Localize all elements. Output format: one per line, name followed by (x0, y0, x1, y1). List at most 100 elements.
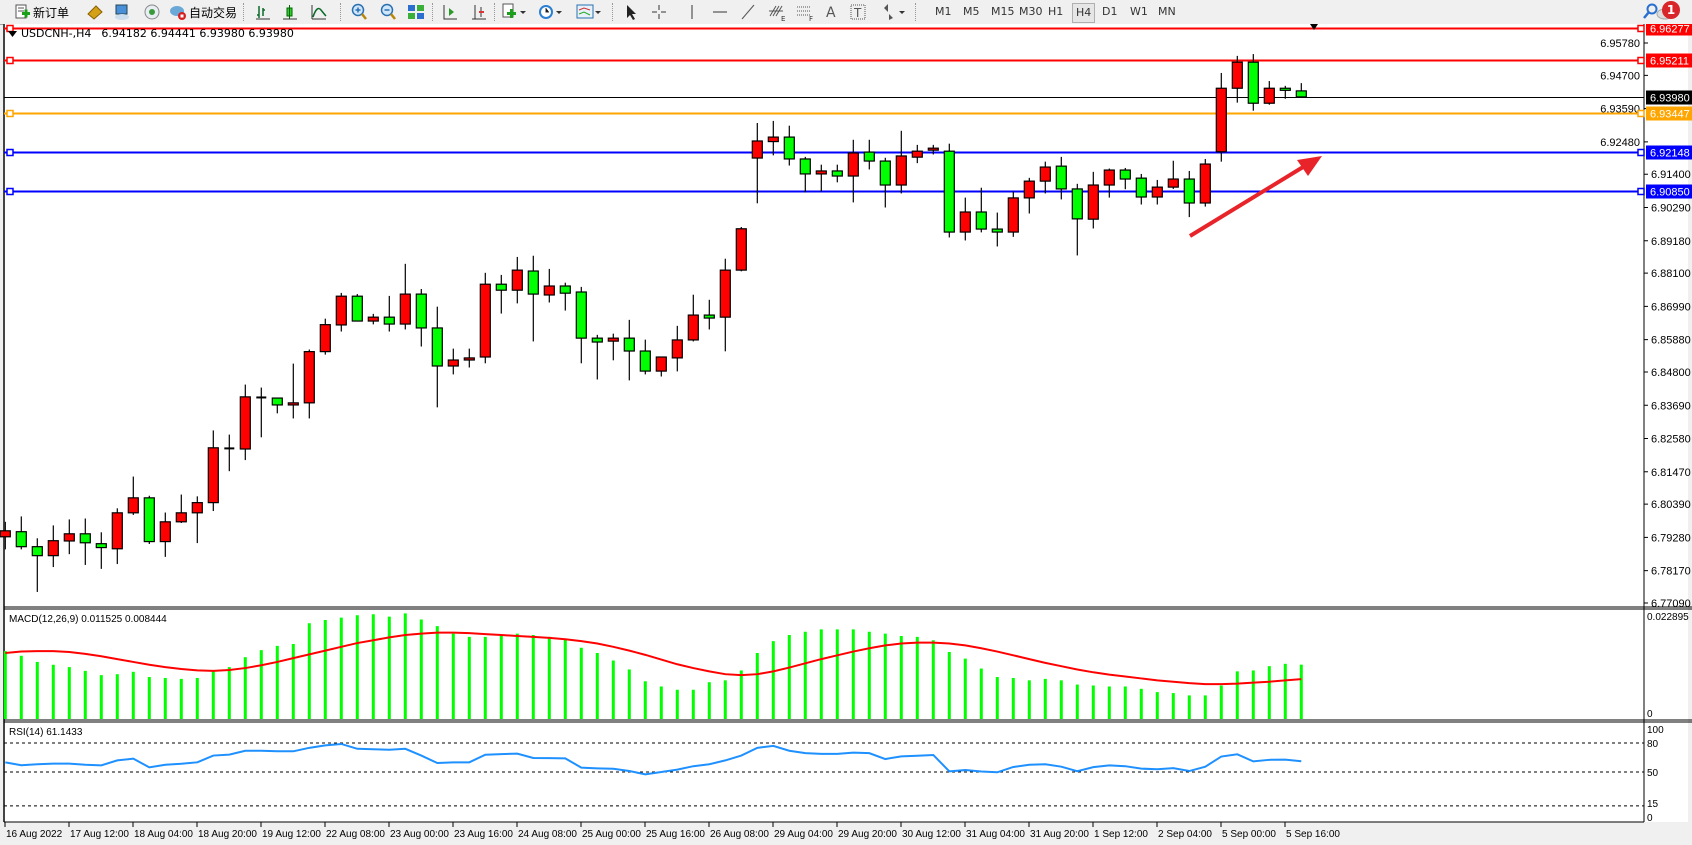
auto-trading-button[interactable]: 自动交易 (170, 2, 237, 22)
candle (543, 268, 555, 303)
collapse-triangle-icon[interactable] (8, 30, 17, 37)
chart-shift-marker[interactable] (1310, 24, 1318, 30)
candle-body-bear (943, 150, 955, 233)
toolbar-separator (432, 3, 434, 21)
price-tick-label: 6.91400 (1651, 169, 1691, 181)
candle (1119, 167, 1131, 190)
cursor-icon[interactable] (622, 2, 640, 22)
candle-body-bear (975, 211, 987, 230)
candle-body-bear (1071, 188, 1083, 220)
bar-chart-icon[interactable] (254, 2, 272, 22)
horizontal-line-icon[interactable] (711, 2, 729, 22)
text-icon[interactable]: A (822, 2, 840, 22)
time-tick-label: 18 Aug 04:00 (134, 829, 193, 840)
profiles-icon[interactable] (113, 2, 131, 22)
timeframe-d1[interactable]: D1 (1102, 5, 1118, 18)
candlestick-icon[interactable] (281, 2, 299, 22)
candle (1023, 177, 1035, 214)
candle (287, 363, 299, 419)
line-handle[interactable] (1637, 109, 1645, 118)
candle-body-bull (655, 356, 667, 372)
zoom-in-icon[interactable] (350, 2, 368, 22)
trendline-icon[interactable] (739, 2, 757, 22)
templates-icon[interactable] (576, 2, 602, 22)
candle-body-bull (1263, 87, 1275, 104)
svg-text:E: E (781, 15, 785, 22)
candle-body-bull (607, 337, 619, 342)
candle-body-bull (671, 339, 683, 359)
indicators-icon[interactable] (501, 2, 527, 22)
history-center-icon[interactable] (86, 2, 104, 22)
search-icon[interactable] (1641, 2, 1659, 22)
fibonacci-expansion-icon[interactable]: E (767, 2, 787, 22)
candle (719, 258, 731, 352)
text-label-icon[interactable]: T (849, 2, 867, 22)
macd-signal-line (5, 631, 1302, 686)
line-handle[interactable] (6, 148, 14, 157)
timeframe-m30[interactable]: M30 (1019, 5, 1043, 18)
fibonacci-fan-icon[interactable]: F (795, 2, 815, 22)
candle-body-bear (15, 531, 27, 548)
signals-icon[interactable] (143, 2, 161, 22)
trend-arrow-head-icon[interactable] (1297, 156, 1322, 176)
price-tick-label: 6.77090 (1651, 598, 1691, 610)
candle-body-bull (735, 228, 747, 271)
arrows-icon[interactable] (880, 2, 906, 22)
candle-body-bear (1135, 177, 1147, 198)
price-tick-label: 6.90290 (1651, 202, 1691, 214)
candle (1231, 55, 1243, 103)
crosshair-icon[interactable] (650, 2, 668, 22)
zoom-out-icon[interactable] (379, 2, 397, 22)
line-handle[interactable] (6, 56, 14, 65)
candle (495, 274, 507, 314)
candle-body-bear (1279, 87, 1291, 91)
candle-body-bear (1183, 178, 1195, 204)
candle (463, 348, 475, 368)
rsi-level-label: 50 (1647, 768, 1659, 779)
symbol-label: USDCNH-,H4 (21, 27, 92, 40)
notification-count-badge[interactable]: 1 (1662, 1, 1680, 19)
timeframe-w1[interactable]: W1 (1130, 5, 1148, 18)
line-handle[interactable] (1637, 148, 1645, 157)
candle-body-bull (1007, 197, 1019, 233)
candle-body-bull (1103, 169, 1115, 186)
candle (1183, 170, 1195, 218)
tile-windows-icon[interactable] (407, 2, 425, 22)
timeframe-m5[interactable]: M5 (963, 5, 980, 18)
candle-body-bull (47, 540, 59, 557)
line-handle[interactable] (1637, 56, 1645, 65)
candle (303, 349, 315, 419)
candle-body-bear (863, 151, 875, 162)
candle-body-bear (591, 337, 603, 343)
line-handle[interactable] (6, 109, 14, 118)
macd-label: MACD(12,26,9) 0.011525 0.008444 (9, 614, 167, 625)
candle-body-bear (95, 543, 107, 549)
line-handle[interactable] (6, 187, 14, 196)
timeframe-mn[interactable]: MN (1158, 5, 1176, 18)
timeframe-m1[interactable]: M1 (935, 5, 952, 18)
periods-icon[interactable] (537, 2, 563, 22)
timeframe-h1[interactable]: H1 (1048, 5, 1064, 18)
candle-body-bear (559, 285, 571, 294)
candle-body-bull (303, 351, 315, 404)
candle-body-bear (31, 546, 43, 557)
candle (1279, 85, 1291, 99)
timeframe-h4[interactable]: H4 (1072, 3, 1096, 23)
candle-body-bull (319, 324, 331, 353)
timeframe-m15[interactable]: M15 (991, 5, 1015, 18)
candle-body-bear (271, 397, 283, 406)
chart-window[interactable]: 6.957806.947006.935906.924806.914006.902… (0, 24, 1692, 845)
new-order-button[interactable]: 新订单 (14, 2, 69, 22)
line-handle[interactable] (1637, 187, 1645, 196)
chart-shift-icon[interactable] (470, 2, 488, 22)
time-axis-background (0, 822, 1692, 845)
candle (1039, 161, 1051, 194)
trend-arrow-line[interactable] (1188, 162, 1310, 238)
autoscroll-icon[interactable] (441, 2, 459, 22)
line-chart-icon[interactable] (310, 2, 328, 22)
candle (0, 521, 11, 550)
candle-body-bear (79, 533, 91, 544)
line-handle[interactable] (1637, 24, 1645, 33)
time-tick-label: 29 Aug 04:00 (774, 829, 833, 840)
vertical-line-icon[interactable] (683, 2, 701, 22)
